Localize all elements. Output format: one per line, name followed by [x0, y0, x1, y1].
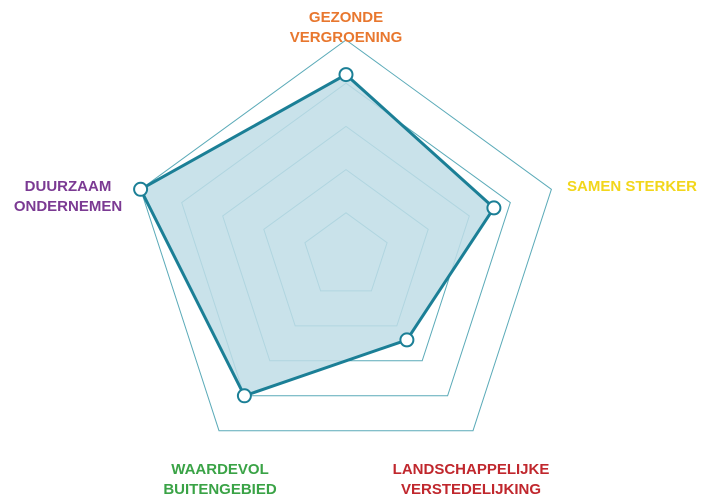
axis-label-3-line-2: VERSTEDELIJKING: [401, 481, 541, 498]
grid-ring-5: [140, 39, 552, 432]
axis-label-4-line-2: BUITENGEBIED: [163, 481, 277, 498]
axis-label-3-line-1: LANDSCHAPPELIJKE: [393, 461, 550, 478]
data-point-5: [133, 181, 149, 197]
radar-markers: [133, 67, 502, 404]
radar-series: [139, 73, 496, 398]
axis-label-2: SAMEN STERKER: [567, 178, 697, 195]
axis-label-3: LANDSCHAPPELIJKE VERSTEDELIJKING: [393, 461, 550, 498]
axis-label-1-line-1: GEZONDE: [309, 9, 383, 26]
data-point-3: [399, 332, 415, 348]
data-point-2: [486, 200, 502, 216]
data-point-4: [236, 388, 252, 404]
axis-label-5: DUURZAAM ONDERNEMEN: [14, 178, 122, 215]
axis-label-4-line-1: WAARDEVOL: [171, 461, 269, 478]
axis-label-5-line-1: DUURZAAM: [25, 178, 112, 195]
series-area: [139, 73, 496, 398]
axis-label-5-line-2: ONDERNEMEN: [14, 198, 122, 215]
data-point-1: [338, 67, 354, 83]
axis-label-2-line-1: SAMEN STERKER: [567, 178, 697, 195]
axis-label-1-line-2: VERGROENING: [290, 29, 403, 46]
radar-axis-labels: GEZONDE VERGROENING SAMEN STERKER LANDSCHAP…: [14, 9, 697, 498]
axis-label-1: GEZONDE VERGROENING: [290, 9, 403, 46]
axis-label-4: WAARDEVOL BUITENGEBIED: [163, 461, 277, 498]
